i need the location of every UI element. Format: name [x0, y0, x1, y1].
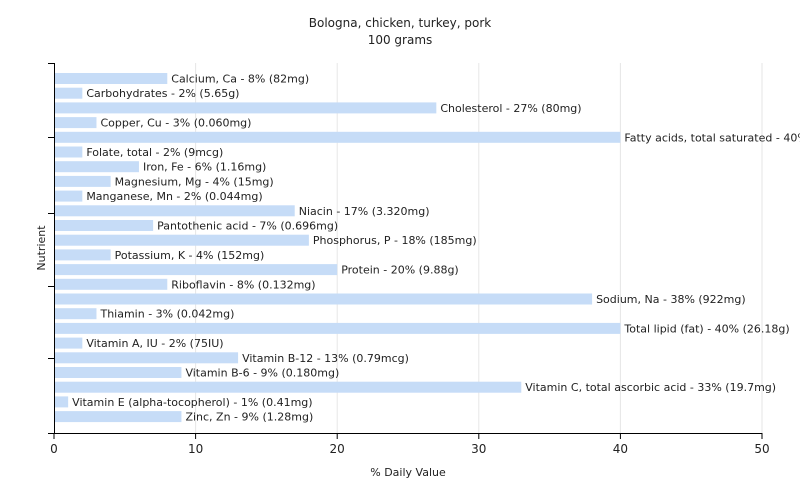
- bar: [55, 190, 83, 202]
- axes: 0 10 20 30 40 50: [48, 63, 770, 456]
- bar: [55, 308, 97, 320]
- bar-label: Fatty acids, total saturated - 40% (7.99…: [624, 131, 800, 144]
- bar: [55, 278, 168, 290]
- bar: [55, 293, 593, 305]
- bar-label: Zinc, Zn - 9% (1.28mg): [185, 411, 313, 424]
- bar: [55, 396, 69, 408]
- bar: [55, 205, 295, 217]
- x-tick-label: 50: [754, 442, 769, 456]
- y-axis-label: Nutrient: [35, 225, 48, 271]
- bar: [55, 352, 239, 364]
- bar-label: Calcium, Ca - 8% (82mg): [171, 73, 309, 86]
- bar-label: Folate, total - 2% (9mcg): [86, 146, 223, 159]
- bar: [55, 117, 97, 129]
- bar-label: Vitamin B-12 - 13% (0.79mcg): [242, 352, 409, 365]
- x-tick-label: 0: [50, 442, 58, 456]
- bar-label: Vitamin A, IU - 2% (75IU): [86, 337, 223, 350]
- bar-label: Potassium, K - 4% (152mg): [115, 249, 265, 262]
- bar: [55, 381, 522, 393]
- bar-label: Vitamin C, total ascorbic acid - 33% (19…: [525, 381, 776, 394]
- bar-label: Vitamin B-6 - 9% (0.180mg): [185, 367, 339, 380]
- bar: [55, 175, 111, 187]
- bar: [55, 87, 83, 99]
- bar: [55, 102, 437, 114]
- bar-label: Niacin - 17% (3.320mg): [299, 205, 430, 218]
- grid-lines: [195, 63, 763, 433]
- bar-label: Manganese, Mn - 2% (0.044mg): [86, 190, 262, 203]
- bar: [55, 367, 182, 378]
- x-tick-label: 20: [330, 442, 345, 456]
- bar-label: Cholesterol - 27% (80mg): [440, 102, 581, 115]
- bar: [55, 411, 182, 423]
- bar: [55, 220, 154, 231]
- bar-label: Riboflavin - 8% (0.132mg): [171, 278, 315, 291]
- bar: [55, 337, 83, 349]
- bar: [55, 322, 621, 334]
- bar: [55, 264, 338, 276]
- x-tick-label: 10: [188, 442, 203, 456]
- bar: [55, 131, 621, 143]
- bar-label: Sodium, Na - 38% (922mg): [596, 293, 746, 306]
- bar-label: Thiamin - 3% (0.042mg): [99, 308, 234, 321]
- chart-title: Bologna, chicken, turkey, pork: [309, 16, 492, 30]
- bars: Calcium, Ca - 8% (82mg)Carbohydrates - 2…: [55, 73, 800, 424]
- bar-label: Pantothenic acid - 7% (0.696mg): [157, 220, 338, 233]
- bar-label: Vitamin E (alpha-tocopherol) - 1% (0.41m…: [72, 396, 312, 409]
- bar: [55, 146, 83, 158]
- bar: [55, 161, 139, 173]
- bar-label: Protein - 20% (9.88g): [341, 264, 459, 277]
- bar-label: Phosphorus, P - 18% (185mg): [313, 234, 477, 247]
- bar-label: Magnesium, Mg - 4% (15mg): [115, 175, 274, 188]
- bar-label: Copper, Cu - 3% (0.060mg): [100, 117, 251, 130]
- x-tick-label: 30: [471, 442, 486, 456]
- bar-label: Iron, Fe - 6% (1.16mg): [143, 161, 266, 174]
- x-axis-label: % Daily Value: [370, 466, 446, 479]
- bar: [55, 249, 111, 261]
- chart-subtitle: 100 grams: [368, 33, 433, 47]
- x-tick-label: 40: [613, 442, 628, 456]
- bar: [55, 73, 168, 84]
- bar: [55, 234, 309, 246]
- bar-label: Total lipid (fat) - 40% (26.18g): [623, 322, 789, 335]
- bar-label: Carbohydrates - 2% (5.65g): [86, 87, 239, 100]
